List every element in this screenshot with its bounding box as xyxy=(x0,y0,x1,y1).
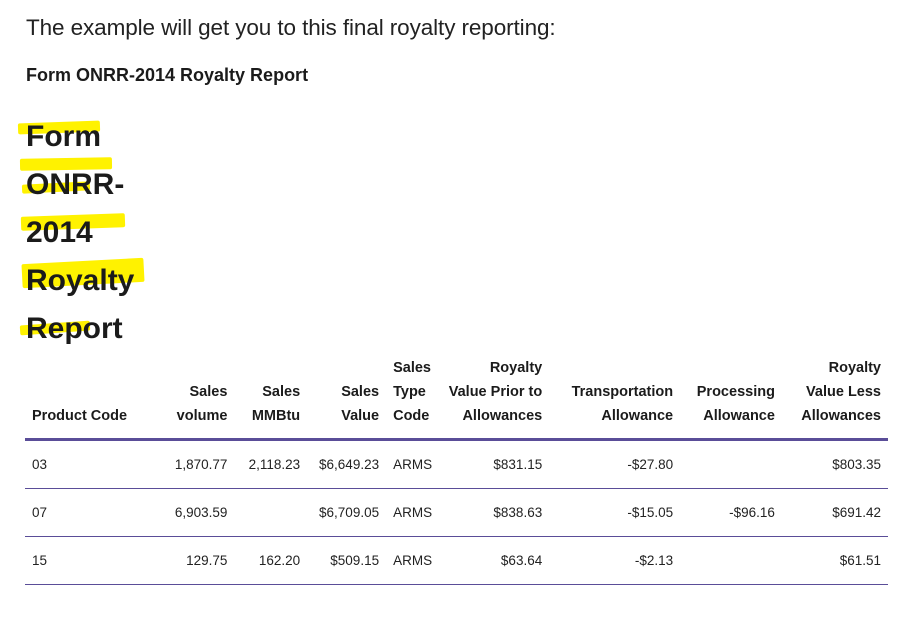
title-line-3: 2014 xyxy=(20,209,126,257)
cell-sales-value: $6,649.23 xyxy=(307,439,387,489)
cell-transportation-allowance: -$27.80 xyxy=(549,439,681,489)
cell-transportation-allowance: -$15.05 xyxy=(549,488,681,537)
title-line-5: Report xyxy=(19,305,123,353)
table-header-row: Product Code Sales volume Sales MMBtu Sa… xyxy=(25,356,888,441)
title-line-4: Royalty xyxy=(21,257,145,305)
cell-royalty-value-less: $691.42 xyxy=(781,488,888,537)
cell-sales-type-code: ARMS xyxy=(386,536,442,585)
header-product-code: Product Code xyxy=(25,356,166,441)
cell-product-code: 07 xyxy=(25,488,166,537)
cell-royalty-value-prior: $63.64 xyxy=(441,536,550,585)
cell-sales-volume: 6,903.59 xyxy=(165,488,235,537)
cell-sales-type-code: ARMS xyxy=(386,439,442,489)
cell-sales-mmbtu: 2,118.23 xyxy=(234,439,308,489)
header-royalty-value-prior: Royalty Value Prior to Allowances xyxy=(441,356,550,441)
title-line-1: Form xyxy=(17,113,101,161)
cell-royalty-value-prior: $838.63 xyxy=(441,488,550,537)
header-transportation-allowance: Transportation Allowance xyxy=(549,356,681,441)
cell-sales-volume: 129.75 xyxy=(165,536,235,585)
table-row: 03 1,870.77 2,118.23 $6,649.23 ARMS $831… xyxy=(25,439,888,489)
cell-sales-value: $6,709.05 xyxy=(307,488,387,537)
cell-sales-value: $509.15 xyxy=(307,536,387,585)
cell-sales-type-code: ARMS xyxy=(386,488,442,537)
cell-sales-mmbtu: 162.20 xyxy=(234,536,308,585)
header-sales-volume: Sales volume xyxy=(165,356,235,441)
cell-processing-allowance xyxy=(680,439,782,489)
header-sales-mmbtu: Sales MMBtu xyxy=(234,356,308,441)
cell-royalty-value-prior: $831.15 xyxy=(441,439,550,489)
cell-product-code: 15 xyxy=(25,536,166,585)
cell-processing-allowance xyxy=(680,536,782,585)
cell-product-code: 03 xyxy=(25,439,166,489)
intro-text: The example will get you to this final r… xyxy=(26,15,556,40)
header-sales-value: Sales Value xyxy=(307,356,387,441)
cell-transportation-allowance: -$2.13 xyxy=(549,536,681,585)
cell-sales-mmbtu xyxy=(234,488,308,537)
cell-processing-allowance: -$96.16 xyxy=(680,488,782,537)
table-row: 07 6,903.59 $6,709.05 ARMS $838.63 -$15.… xyxy=(25,488,888,537)
royalty-report-table: Product Code Sales volume Sales MMBtu Sa… xyxy=(25,356,888,585)
header-sales-type-code: Sales Type Code xyxy=(386,356,442,441)
cell-royalty-value-less: $803.35 xyxy=(781,439,888,489)
table-row: 15 129.75 162.20 $509.15 ARMS $63.64 -$2… xyxy=(25,536,888,585)
report-subheading: Form ONRR-2014 Royalty Report xyxy=(26,65,309,85)
title-line-2: ONRR- xyxy=(19,157,124,209)
report-title-highlighted: Form ONRR- 2014 Royalty Report xyxy=(17,113,176,353)
header-royalty-value-less: Royalty Value Less Allowances xyxy=(781,356,888,441)
cell-sales-volume: 1,870.77 xyxy=(165,439,235,489)
header-processing-allowance: Processing Allowance xyxy=(680,356,782,441)
cell-royalty-value-less: $61.51 xyxy=(781,536,888,585)
